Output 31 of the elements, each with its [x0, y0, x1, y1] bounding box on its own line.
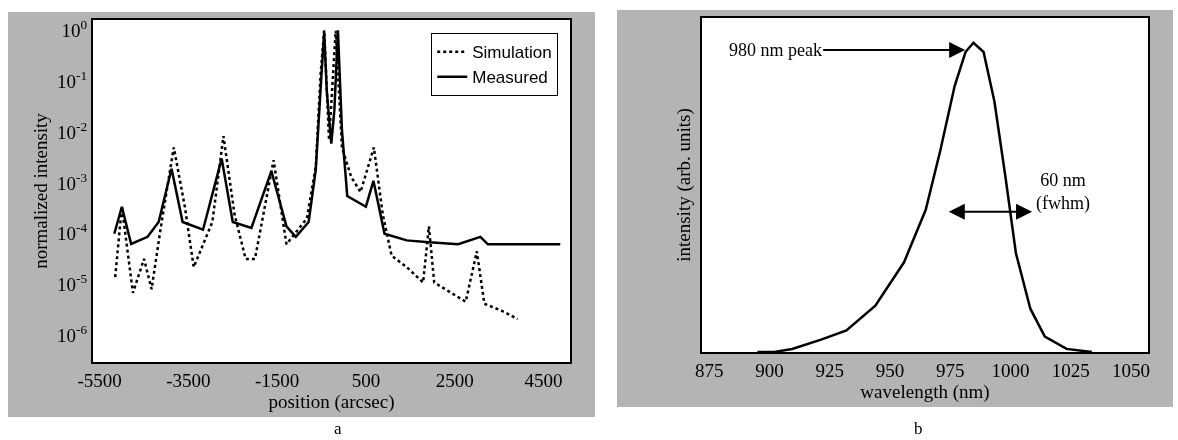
x-tick-label: -1500 [254, 369, 300, 391]
x-tick-label: -5500 [77, 369, 122, 391]
x-tick-label: 500 [351, 369, 381, 391]
x-tick-label: -3500 [166, 369, 211, 391]
y-axis-title: normalized intensity [30, 112, 52, 269]
y-tick-label: 10$^{-3}$ [57, 169, 88, 194]
annotation: 60 nm (fwhm) [1036, 170, 1090, 215]
x-tick-label: 1050 [1112, 359, 1151, 381]
y-tick-label: 10$^{-5}$ [57, 271, 88, 296]
legend-label: Measured [472, 68, 548, 88]
x-tick-label: 975 [936, 359, 965, 381]
x-tick-label: 875 [694, 359, 724, 381]
x-tick-label: 2500 [435, 369, 474, 391]
y-tick-label: 10$^{-4}$ [57, 220, 88, 245]
x-tick-label: 950 [875, 359, 905, 381]
x-tick-label: 900 [755, 359, 784, 381]
y-tick-label: 10$^{-6}$ [57, 322, 88, 347]
y-tick-label: 10$^{-1}$ [57, 67, 88, 92]
y-tick-label: 10$^{-2}$ [57, 118, 88, 143]
x-tick-label: 1000 [991, 359, 1030, 381]
text: b [914, 419, 923, 438]
x-tick-label: 4500 [524, 369, 563, 391]
y-axis-title: intensity (arb. units) [673, 108, 696, 262]
y-tick-label: 10$^{0}$ [61, 17, 88, 42]
legend-label: Simulation [472, 43, 552, 63]
annotation: 980 nm peak [729, 40, 822, 60]
text: a [334, 419, 342, 438]
x-axis-title: wavelength (nm) [860, 380, 990, 403]
x-axis-title: position (arcsec) [268, 390, 395, 413]
x-tick-label: 1025 [1051, 359, 1090, 381]
x-tick-label: 925 [815, 359, 845, 381]
